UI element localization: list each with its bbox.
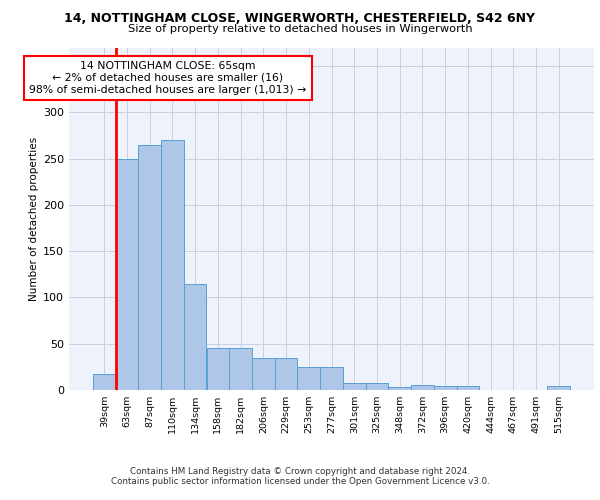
Text: Contains HM Land Registry data © Crown copyright and database right 2024.: Contains HM Land Registry data © Crown c…	[130, 467, 470, 476]
Bar	[275, 358, 298, 390]
Bar	[139, 144, 161, 390]
Y-axis label: Number of detached properties: Number of detached properties	[29, 136, 39, 301]
Bar	[161, 140, 184, 390]
Bar	[93, 374, 116, 390]
Text: Contains public sector information licensed under the Open Government Licence v3: Contains public sector information licen…	[110, 477, 490, 486]
Bar	[411, 386, 434, 390]
Bar	[116, 158, 139, 390]
Bar	[252, 358, 275, 390]
Bar	[184, 284, 206, 390]
Text: Size of property relative to detached houses in Wingerworth: Size of property relative to detached ho…	[128, 24, 472, 34]
Bar	[206, 348, 229, 390]
Bar	[229, 348, 252, 390]
Bar	[320, 367, 343, 390]
Text: 14 NOTTINGHAM CLOSE: 65sqm
← 2% of detached houses are smaller (16)
98% of semi-: 14 NOTTINGHAM CLOSE: 65sqm ← 2% of detac…	[29, 62, 307, 94]
Text: 14, NOTTINGHAM CLOSE, WINGERWORTH, CHESTERFIELD, S42 6NY: 14, NOTTINGHAM CLOSE, WINGERWORTH, CHEST…	[65, 12, 536, 26]
Bar	[365, 382, 388, 390]
Bar	[343, 382, 365, 390]
Bar	[388, 387, 411, 390]
Bar	[298, 367, 320, 390]
Bar	[434, 386, 457, 390]
Bar	[547, 386, 570, 390]
Bar	[457, 386, 479, 390]
